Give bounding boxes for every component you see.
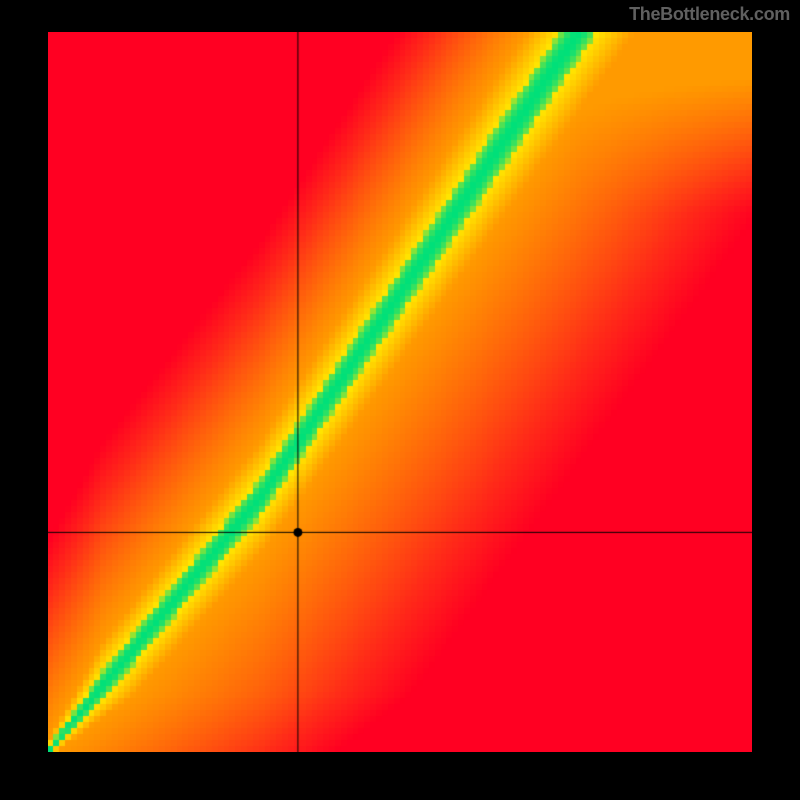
bottleneck-heatmap xyxy=(48,32,752,752)
figure-container: TheBottleneck.com xyxy=(0,0,800,800)
attribution-text: TheBottleneck.com xyxy=(629,4,790,25)
